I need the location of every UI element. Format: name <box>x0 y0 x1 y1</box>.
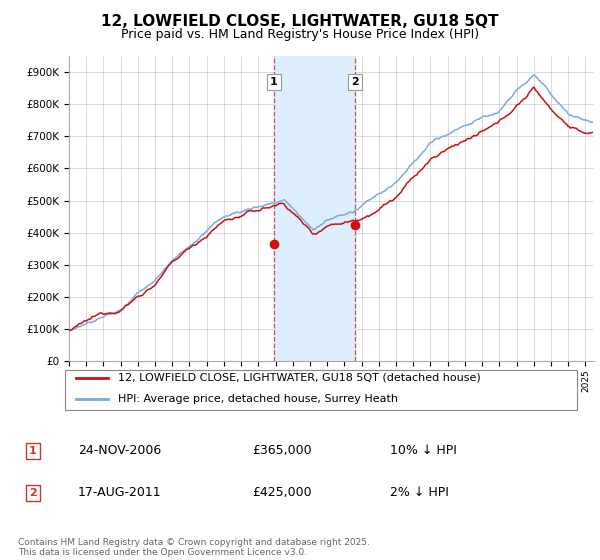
Text: 17-AUG-2011: 17-AUG-2011 <box>78 486 161 500</box>
Text: 1: 1 <box>270 77 278 87</box>
Text: 12, LOWFIELD CLOSE, LIGHTWATER, GU18 5QT (detached house): 12, LOWFIELD CLOSE, LIGHTWATER, GU18 5QT… <box>118 373 481 383</box>
Bar <box>274 56 355 361</box>
Text: Contains HM Land Registry data © Crown copyright and database right 2025.
This d: Contains HM Land Registry data © Crown c… <box>18 538 370 557</box>
Text: 2% ↓ HPI: 2% ↓ HPI <box>390 486 449 500</box>
Text: 24-NOV-2006: 24-NOV-2006 <box>78 444 161 458</box>
Text: 10% ↓ HPI: 10% ↓ HPI <box>390 444 457 458</box>
Text: HPI: Average price, detached house, Surrey Heath: HPI: Average price, detached house, Surr… <box>118 394 398 404</box>
Text: £425,000: £425,000 <box>252 486 311 500</box>
Text: 12, LOWFIELD CLOSE, LIGHTWATER, GU18 5QT: 12, LOWFIELD CLOSE, LIGHTWATER, GU18 5QT <box>101 14 499 29</box>
Text: 2: 2 <box>351 77 359 87</box>
Text: Price paid vs. HM Land Registry's House Price Index (HPI): Price paid vs. HM Land Registry's House … <box>121 28 479 41</box>
Text: 2: 2 <box>29 488 37 498</box>
Text: 1: 1 <box>29 446 37 456</box>
FancyBboxPatch shape <box>65 370 577 410</box>
Text: £365,000: £365,000 <box>252 444 311 458</box>
